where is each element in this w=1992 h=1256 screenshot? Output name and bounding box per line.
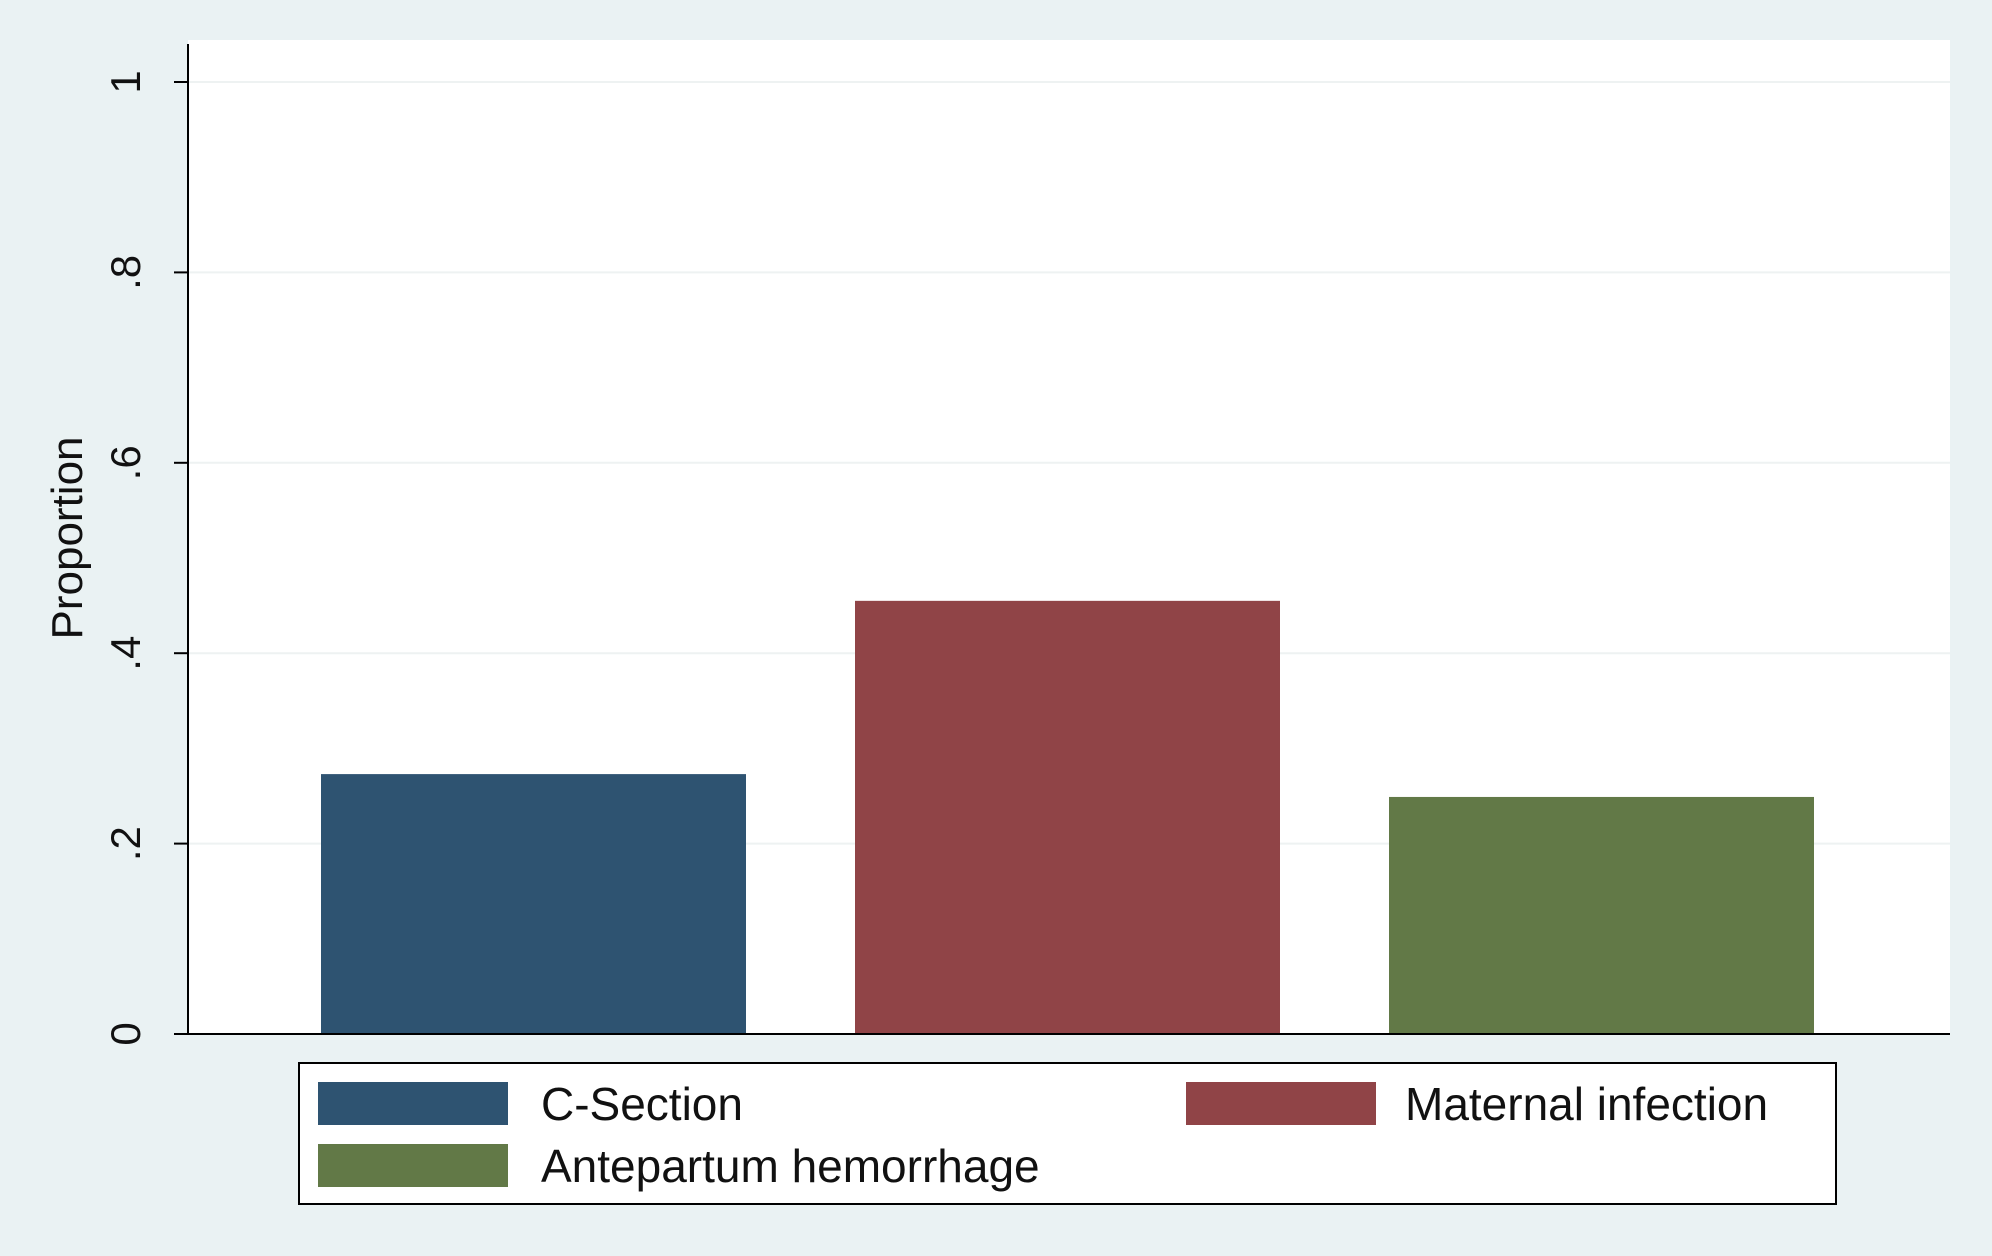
y-tick-label: .4 — [102, 636, 149, 671]
y-tick-label: 0 — [102, 1022, 149, 1045]
legend-swatch — [318, 1144, 508, 1187]
legend-label: Antepartum hemorrhage — [541, 1140, 1040, 1192]
legend-box — [298, 1062, 1837, 1205]
y-tick-label: .8 — [102, 255, 149, 290]
legend: C-Section Maternal infection Antepartum he… — [298, 1062, 1837, 1205]
legend-swatch — [318, 1082, 508, 1125]
y-axis-label: Proportion — [43, 436, 92, 639]
legend-swatch — [1186, 1082, 1376, 1125]
y-axis — [187, 44, 1950, 1035]
y-tick-label: .2 — [102, 826, 149, 861]
bars — [321, 600, 1814, 1034]
bar — [1389, 796, 1814, 1034]
bar — [321, 774, 746, 1034]
y-tick-label: 1 — [102, 70, 149, 93]
bar — [855, 600, 1280, 1034]
y-tick-label: .6 — [102, 445, 149, 480]
y-ticks: 0 .2 .4 .6 .8 1 — [102, 70, 188, 1046]
legend-label: C-Section — [541, 1078, 743, 1130]
legend-label: Maternal infection — [1405, 1078, 1768, 1130]
